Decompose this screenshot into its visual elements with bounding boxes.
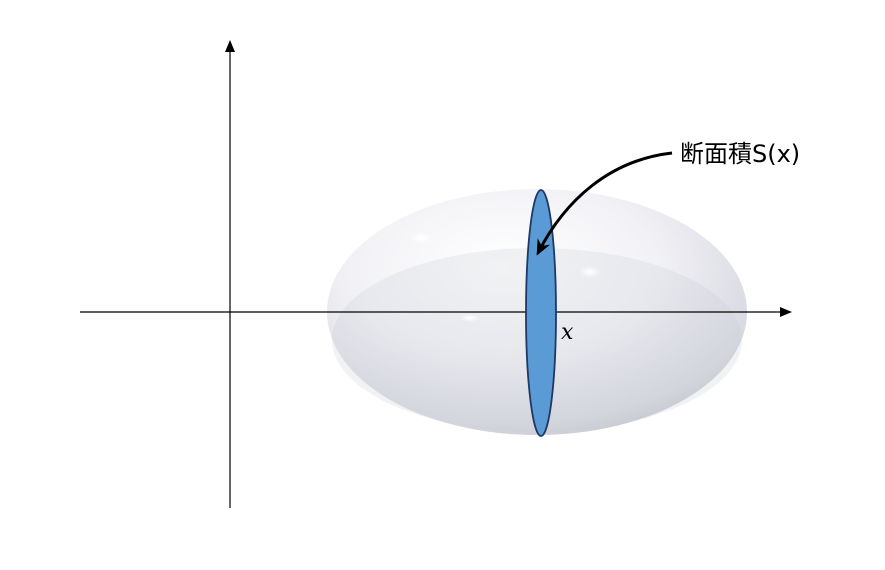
cross-section-pointer-arrow [536,151,673,256]
specular-highlight-right [579,266,601,278]
specular-highlight-bottom [460,314,480,322]
cross-section-disk [525,189,557,437]
x-position-label: x [561,320,574,345]
specular-highlight-left [409,232,433,244]
cross-section-area-label: 断面積S(x) [680,140,800,168]
